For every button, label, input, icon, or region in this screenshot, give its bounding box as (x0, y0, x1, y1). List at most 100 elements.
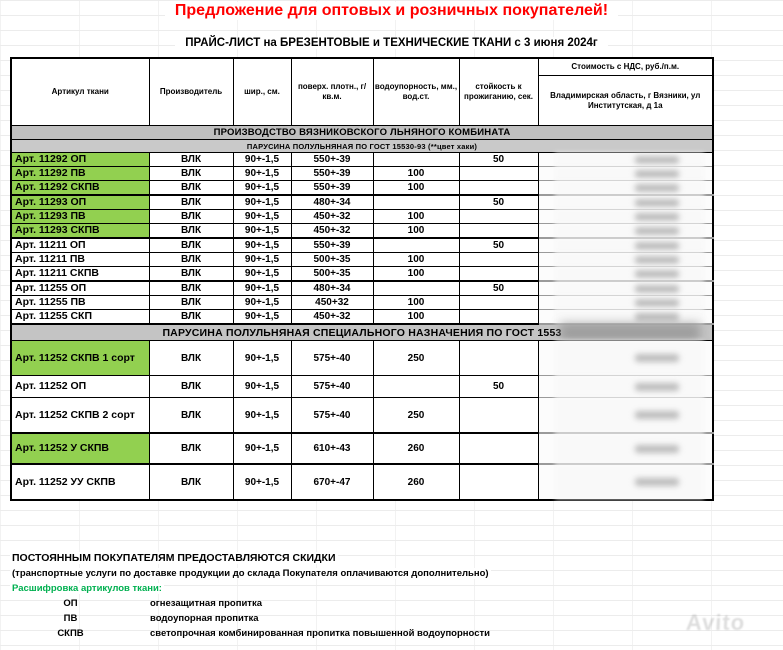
table-header-row-2: Владимирская область, г Вязники, ул Инст… (11, 75, 714, 126)
density-cell: 575+-40 (290, 375, 374, 398)
legend-row: ПВ водоупорная пропитка (0, 613, 783, 628)
water-cell: 100 (372, 223, 460, 239)
width-cell: 90+-1,5 (232, 209, 292, 224)
table-row: Арт. 11252 СКПВ 1 сорт ВЛК 90+-1,5 575+-40 2… (10, 340, 714, 376)
manufacturer-cell: ВЛК (148, 397, 234, 434)
width-cell: 90+-1,5 (232, 180, 292, 196)
water-resistance-column-header: водоупорность, мм., вод.ст. (372, 57, 460, 126)
table-body: Артикул ткани Производитель шир., см. по… (10, 57, 714, 501)
density-cell: 550+-39 (290, 152, 374, 167)
width-cell: 90+-1,5 (232, 266, 292, 282)
water-cell (372, 152, 460, 167)
burn-cell: 50 (458, 152, 539, 167)
burn-cell (458, 463, 539, 501)
width-cell: 90+-1,5 (232, 252, 292, 267)
table-row: Арт. 11252 ОП ВЛК 90+-1,5 575+-40 50 (10, 375, 714, 398)
manufacturer-cell: ВЛК (148, 152, 234, 167)
manufacturer-cell: ВЛК (148, 280, 234, 296)
legend-row: ОП огнезащитная пропитка (0, 598, 783, 613)
density-cell: 550+-39 (290, 180, 374, 196)
page-title: Предложение для оптовых и розничных поку… (0, 2, 783, 20)
avito-watermark: Avito (685, 610, 746, 635)
manufacturer-cell: ВЛК (148, 166, 234, 181)
manufacturer-cell: ВЛК (148, 295, 234, 310)
price-cell (537, 397, 714, 434)
burn-cell (458, 252, 539, 267)
fabric-section-header: ПАРУСИНА ПОЛУЛЬНЯНАЯ ПО ГОСТ 15530-93 (*… (10, 139, 714, 153)
burn-cell (458, 295, 539, 310)
width-cell: 90+-1,5 (232, 309, 292, 325)
width-cell: 90+-1,5 (232, 237, 292, 253)
density-cell: 550+-39 (290, 237, 374, 253)
article-cell: Арт. 11293 ПВ (10, 209, 150, 224)
width-cell: 90+-1,5 (232, 340, 292, 376)
width-cell: 90+-1,5 (232, 397, 292, 434)
manufacturer-cell: ВЛК (148, 463, 234, 501)
price-location-header: Владимирская область, г Вязники, ул Инст… (537, 75, 714, 126)
price-cell (537, 166, 714, 181)
table-row: Арт. 11292 ОП ВЛК 90+-1,5 550+-39 50 (10, 152, 714, 167)
table-row: Арт. 11255 СКП ВЛК 90+-1,5 450+-32 100 (10, 309, 714, 325)
water-cell: 100 (372, 266, 460, 282)
legend-description: водоупорная пропитка (150, 613, 259, 624)
density-cell: 480+-34 (290, 280, 374, 296)
width-cell: 90+-1,5 (232, 223, 292, 239)
article-cell: Арт. 11293 СКПВ (10, 223, 150, 239)
blurred-price (634, 444, 679, 453)
blurred-price (634, 169, 679, 178)
legend-code: ПВ (63, 613, 78, 624)
table-header-row: Артикул ткани Производитель шир., см. по… (10, 57, 714, 126)
density-cell: 500+-35 (290, 266, 374, 282)
burn-cell (458, 432, 539, 465)
manufacturer-cell: ВЛК (148, 432, 234, 465)
fabric-section-header-label: ПАРУСИНА ПОЛУЛЬНЯНАЯ ПО ГОСТ 15530-93 (*… (10, 139, 714, 153)
price-cell (537, 375, 714, 398)
table-row: Арт. 11252 УУ СКПВ ВЛК 90+-1,5 670+-47 260 (10, 463, 714, 501)
price-cell (537, 252, 714, 267)
burn-cell (458, 266, 539, 282)
density-column-header: поверх. плотн., г/кв.м. (290, 57, 374, 126)
blurred-price (634, 298, 679, 307)
table-row: Арт. 11292 ПВ ВЛК 90+-1,5 550+-39 100 (10, 166, 714, 181)
width-cell: 90+-1,5 (232, 280, 292, 296)
fabric-section-header-label: ПАРУСИНА ПОЛУЛЬНЯНАЯ СПЕЦИАЛЬНОГО НАЗНАЧ… (10, 323, 714, 342)
table-row: Арт. 11293 СКПВ ВЛК 90+-1,5 450+-32 100 (10, 223, 714, 239)
price-cell (537, 266, 714, 282)
table-row: Арт. 11293 ПВ ВЛК 90+-1,5 450+-32 100 (10, 209, 714, 224)
water-cell (372, 375, 460, 398)
water-cell: 100 (372, 180, 460, 196)
density-cell: 550+-39 (290, 166, 374, 181)
transport-note-text: (транспортные услуги по доставке продукц… (10, 568, 491, 579)
blurred-price (634, 241, 679, 250)
width-cell: 90+-1,5 (232, 295, 292, 310)
blurred-price (634, 354, 679, 362)
width-column-header: шир., см. (232, 57, 292, 126)
fabric-section-header: ПАРУСИНА ПОЛУЛЬНЯНАЯ СПЕЦИАЛЬНОГО НАЗНАЧ… (10, 323, 714, 342)
manufacturer-cell: ВЛК (148, 223, 234, 239)
manufacturer-cell: ВЛК (148, 340, 234, 376)
blurred-price (634, 155, 679, 164)
article-cell: Арт. 11211 ПВ (10, 252, 150, 267)
water-cell: 100 (372, 295, 460, 310)
burn-cell: 50 (458, 280, 539, 296)
water-cell: 250 (372, 397, 460, 434)
legend-title: Расшифровка артикулов ткани: (10, 583, 164, 594)
width-cell: 90+-1,5 (232, 166, 292, 181)
density-cell: 450+32 (290, 295, 374, 310)
legend-code: ОП (63, 598, 78, 609)
price-cell (537, 223, 714, 239)
blurred-price (634, 198, 679, 207)
burn-cell (458, 166, 539, 181)
manufacturer-cell: ВЛК (148, 375, 234, 398)
discount-note-text: ПОСТОЯННЫМ ПОКУПАТЕЛЯМ ПРЕДОСТАВЛЯЮТСЯ С… (10, 552, 338, 564)
manufacturer-column-header: Производитель (148, 57, 234, 126)
table-row: Арт. 11211 ПВ ВЛК 90+-1,5 500+-35 100 (10, 252, 714, 267)
density-cell: 500+-35 (290, 252, 374, 267)
blurred-text-region (560, 323, 700, 342)
blurred-price (634, 212, 679, 221)
legend-description: светопрочная комбинированная пропитка по… (150, 628, 490, 639)
table-row: Арт. 11293 ОП ВЛК 90+-1,5 480+-34 50 (10, 194, 714, 210)
article-cell: Арт. 11252 СКПВ 1 сорт (10, 340, 150, 376)
price-cell (537, 463, 714, 501)
water-cell: 100 (372, 252, 460, 267)
